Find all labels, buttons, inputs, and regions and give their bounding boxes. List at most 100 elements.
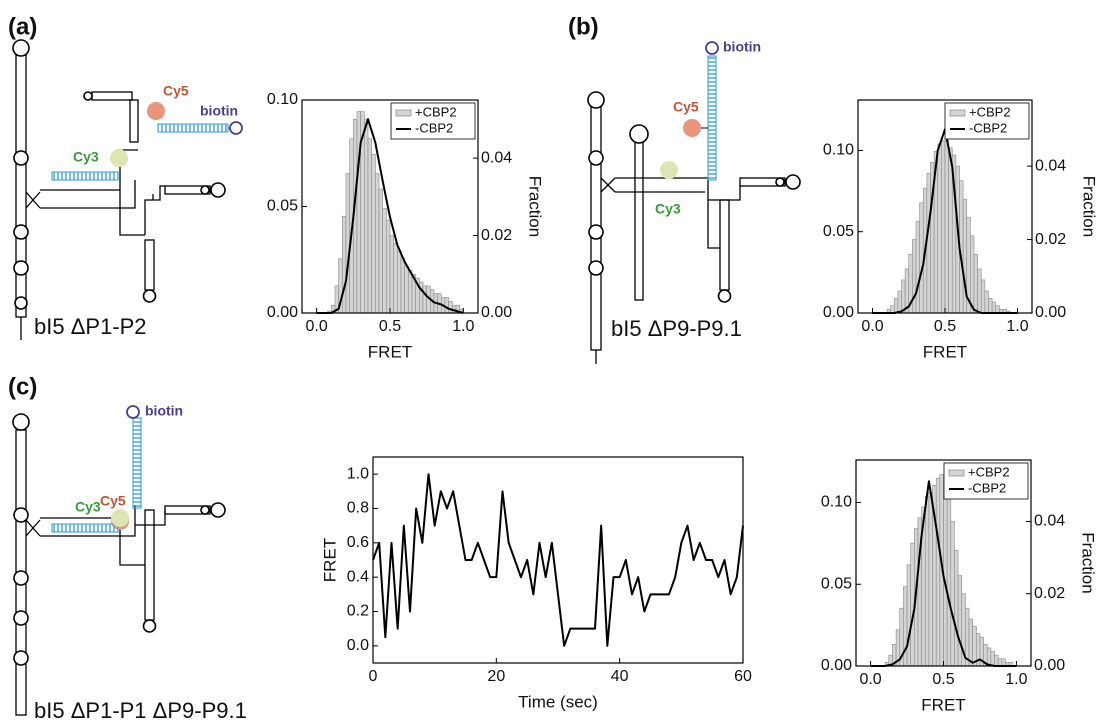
y2-tick-label: 0.04 (1034, 513, 1065, 530)
x-tick-label: 0 (369, 668, 378, 685)
y-axis-label: FRET (320, 538, 339, 582)
cy5-label: Cy5 (100, 493, 126, 509)
histogram-bar (954, 550, 959, 667)
histogram-bar (422, 285, 427, 314)
histogram-bar (906, 564, 911, 667)
biotin-label: biotin (200, 103, 238, 119)
histogram-bar (995, 305, 1000, 314)
x-axis-label: FRET (921, 695, 965, 714)
y2-tick-label: 0.00 (1035, 304, 1066, 321)
y-tick-label: 0.6 (347, 534, 369, 551)
x-tick-label: 60 (734, 668, 752, 685)
legend-box (390, 102, 476, 140)
histogram-bar (382, 208, 387, 314)
histogram-bar (378, 188, 383, 314)
histogram-bar (990, 651, 995, 667)
plot-frame (301, 99, 479, 314)
histogram-bar (367, 138, 372, 314)
x-tick-label: 1.0 (1006, 318, 1028, 335)
x-tick-label: 0.5 (932, 671, 954, 688)
diagram-a: (a) biotin Cy5 Cy3 bI5 ΔP1-P2 (8, 13, 243, 340)
histogram-bar (448, 301, 453, 314)
histogram-bar (444, 297, 449, 314)
y-tick-label: 0.0 (347, 637, 369, 654)
panel-label: (b) (568, 13, 599, 40)
y2-axis-label: Fraction (1079, 532, 1098, 593)
legend-label: -CBP2 (969, 120, 1007, 135)
x-axis-label: FRET (368, 342, 412, 361)
histogram-bar (937, 143, 942, 314)
legend-label: -CBP2 (415, 120, 453, 135)
histogram-bar (957, 575, 963, 667)
histogram-bar (950, 521, 955, 667)
histogram-bar (1001, 658, 1006, 667)
histogram-bar (941, 140, 946, 314)
histogram-bar (890, 305, 895, 314)
histogram-bar (371, 153, 376, 314)
histogram-bar (408, 270, 413, 314)
legend-label: +CBP2 (415, 104, 457, 119)
x-tick-label: 0.0 (306, 318, 328, 335)
fret-trace (372, 473, 744, 647)
y-tick-label: 0.4 (347, 568, 369, 585)
histogram-bar (400, 258, 405, 314)
panel-label: (a) (8, 13, 37, 40)
y-tick-label: 0.05 (821, 575, 852, 592)
y-tick-label: 0.00 (823, 304, 854, 321)
cy3-label: Cy3 (75, 499, 101, 515)
histogram-bar (915, 220, 920, 314)
histogram-bar (393, 242, 398, 314)
histogram-bar (897, 290, 902, 314)
legend-label: +CBP2 (968, 464, 1010, 479)
y2-axis-label: Fraction (526, 176, 545, 237)
histogram-bar (893, 298, 899, 314)
x-tick-label: 0.5 (934, 318, 956, 335)
legend-box (943, 462, 1029, 500)
legend-box (944, 102, 1030, 140)
cy3-label: Cy3 (655, 201, 681, 217)
x-axis-label: FRET (923, 342, 967, 361)
panel-label: (c) (8, 373, 37, 400)
y2-tick-label: 0.02 (1034, 585, 1065, 602)
histogram-bar (924, 495, 930, 667)
biotin-label: biotin (723, 39, 761, 55)
legend-swatch (949, 109, 966, 117)
histogram-bar (919, 202, 924, 314)
histogram-bar (988, 298, 993, 314)
histogram-bar (345, 173, 350, 314)
histogram-bar (968, 618, 973, 667)
legend-swatch (948, 469, 965, 477)
legend-swatch (395, 109, 412, 117)
cy3-label: Cy3 (73, 149, 99, 165)
y2-axis-label: Fraction (1080, 176, 1099, 237)
y-tick-label: 0.05 (267, 198, 298, 215)
plot-frame (855, 459, 1032, 667)
y-tick-label: 0.2 (347, 603, 369, 620)
y2-tick-label: 0.00 (481, 304, 512, 321)
biotin-label: biotin (145, 403, 183, 419)
histogram-bar (404, 266, 409, 314)
x-tick-label: 20 (487, 668, 505, 685)
y-tick-label: 0.8 (347, 500, 369, 517)
y-tick-label: 0.10 (823, 142, 854, 159)
histogram-bar (973, 253, 978, 314)
histogram-bar (980, 279, 986, 314)
construct-name: bI5 ΔP9-P9.1 (611, 316, 742, 341)
histogram-bar (912, 239, 917, 314)
plot-frame (857, 99, 1033, 314)
histogram-bar (386, 219, 391, 314)
construct-name: bI5 ΔP1-P2 (34, 314, 147, 339)
histogram-bar (397, 250, 402, 314)
histogram-bar (970, 235, 975, 314)
plot-frame (372, 456, 744, 664)
y-tick-label: 0.10 (267, 91, 298, 108)
diagram-b: (b) biotin Cy5 Cy3 bI5 ΔP9-P9.1 (568, 13, 801, 364)
y2-tick-label: 0.04 (1035, 157, 1066, 174)
histogram-bar (977, 268, 982, 314)
histogram-bar (994, 654, 999, 667)
x-tick-label: 1.0 (1005, 671, 1027, 688)
x-tick-label: 1.0 (452, 318, 474, 335)
histogram-bar (375, 173, 380, 314)
cy5-label: Cy5 (673, 99, 699, 115)
